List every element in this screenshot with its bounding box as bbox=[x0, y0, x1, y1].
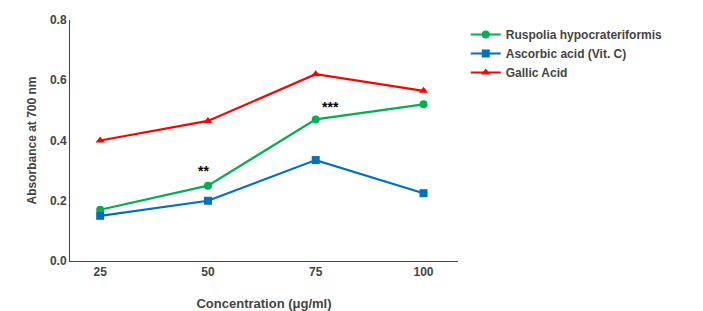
svg-text:Absorbance at 700 nm: Absorbance at 700 nm bbox=[25, 76, 39, 204]
svg-text:0.8: 0.8 bbox=[50, 13, 67, 27]
svg-text:25: 25 bbox=[94, 265, 108, 279]
svg-text:***: *** bbox=[322, 99, 339, 115]
svg-text:Ruspolia hypocrateriformis: Ruspolia hypocrateriformis bbox=[506, 28, 662, 42]
svg-text:50: 50 bbox=[201, 265, 215, 279]
svg-text:75: 75 bbox=[309, 265, 323, 279]
svg-text:Concentration (μg/ml): Concentration (μg/ml) bbox=[196, 296, 331, 311]
svg-text:100: 100 bbox=[413, 265, 433, 279]
svg-text:0.6: 0.6 bbox=[50, 73, 67, 87]
svg-text:0.0: 0.0 bbox=[50, 254, 67, 268]
svg-text:Ascorbic acid (Vit. C): Ascorbic acid (Vit. C) bbox=[506, 47, 626, 61]
svg-text:Gallic Acid: Gallic Acid bbox=[506, 66, 568, 80]
svg-text:0.4: 0.4 bbox=[50, 134, 67, 148]
svg-text:0.2: 0.2 bbox=[50, 194, 67, 208]
svg-text:**: ** bbox=[198, 163, 209, 179]
